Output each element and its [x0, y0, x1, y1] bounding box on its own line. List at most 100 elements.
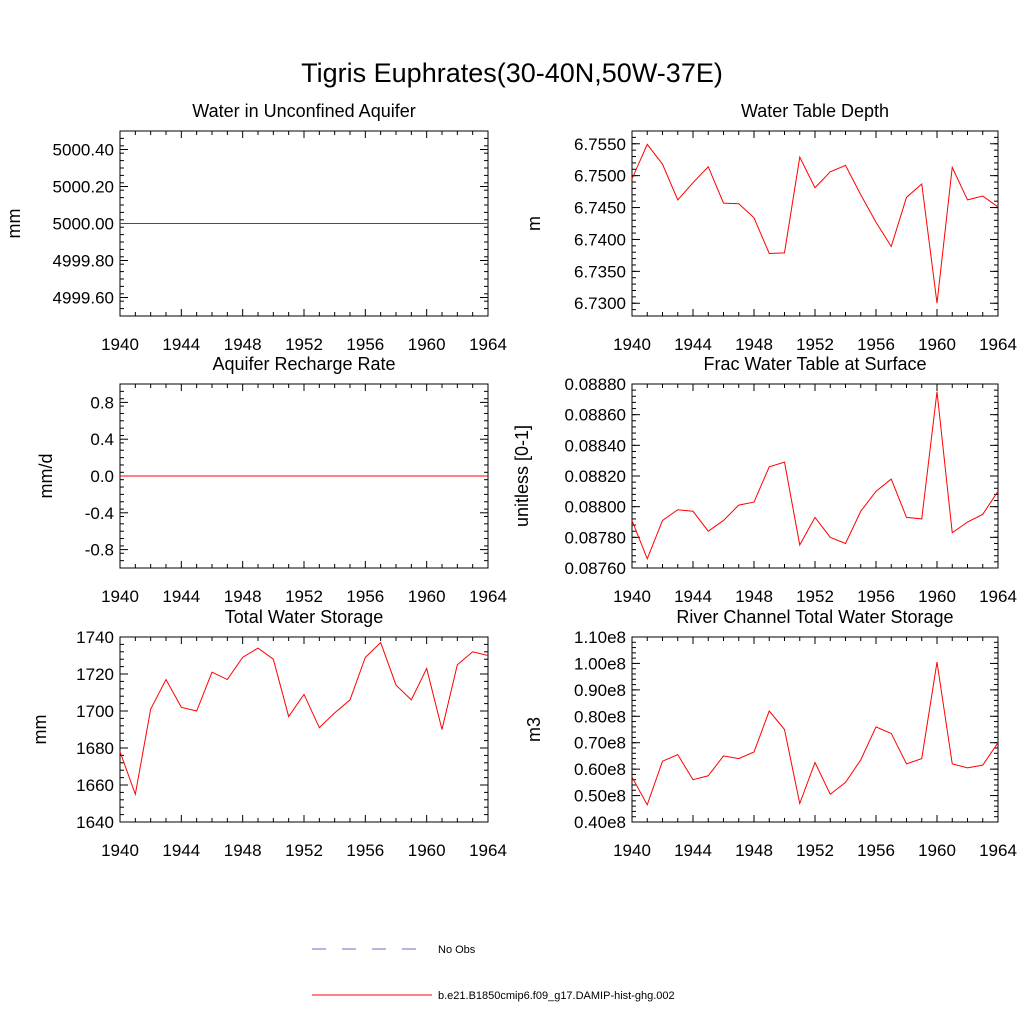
x-tick-label: 1940: [613, 335, 651, 354]
x-tick-label: 1944: [674, 841, 712, 860]
x-tick-label: 1964: [469, 841, 507, 860]
plot-frame: [631, 383, 999, 569]
x-tick-label: 1960: [408, 335, 446, 354]
panel-6: River Channel Total Water Storage 1940 194…: [524, 607, 1017, 860]
y-tick-label: 0.0: [90, 467, 114, 486]
plot-frame: [119, 636, 489, 823]
y-tick-label: 6.7400: [574, 230, 626, 249]
x-tick-label: 1960: [918, 335, 956, 354]
y-tick-label: 1640: [76, 813, 114, 832]
y-tick-label: 4999.80: [53, 252, 114, 271]
x-tick-label: 1956: [857, 587, 895, 606]
figure-title: Tigris Euphrates(30-40N,50W-37E): [301, 58, 723, 88]
y-tick-label: 0.80e8: [574, 707, 626, 726]
x-tick-label: 1964: [469, 587, 507, 606]
x-tick-label: 1952: [796, 587, 834, 606]
x-tick-label: 1952: [285, 841, 323, 860]
panel-title: Frac Water Table at Surface: [703, 354, 926, 374]
panel-4: Frac Water Table at Surface 1940 1944 1948 1…: [512, 354, 1017, 606]
y-tick-label: 0.90e8: [574, 681, 626, 700]
x-tick-label: 1940: [101, 841, 139, 860]
x-tick-label: 1956: [857, 841, 895, 860]
y-tick-label: 6.7550: [574, 135, 626, 154]
y-tick-label: 0.08800: [565, 498, 626, 517]
x-tick-label: 1952: [285, 335, 323, 354]
panel-title: Aquifer Recharge Rate: [212, 354, 395, 374]
y-tick-label: 0.08760: [565, 559, 626, 578]
y-tick-label: 0.08820: [565, 467, 626, 486]
x-tick-label: 1940: [101, 587, 139, 606]
y-tick-label: 1.00e8: [574, 654, 626, 673]
y-tick-label: 6.7300: [574, 294, 626, 313]
y-tick-label: 0.70e8: [574, 734, 626, 753]
panel-5: Total Water Storage 1940 1944 1948 1952 1956 1…: [30, 607, 507, 860]
panel-title: Total Water Storage: [225, 607, 383, 627]
y-tick-label: 1680: [76, 739, 114, 758]
y-tick-label: 1700: [76, 702, 114, 721]
y-tick-label: 0.08860: [565, 406, 626, 425]
y-axis-label: mm: [4, 209, 24, 239]
y-tick-label: 0.08780: [565, 528, 626, 547]
y-axis-label: m: [524, 216, 544, 231]
x-tick-label: 1944: [162, 841, 200, 860]
legend-label-no-obs: No Obs: [438, 944, 476, 956]
y-tick-label: 0.08880: [565, 375, 626, 394]
y-tick-label: 0.50e8: [574, 787, 626, 806]
y-tick-label: 6.7350: [574, 262, 626, 281]
x-tick-label: 1960: [408, 587, 446, 606]
panels: Water in Unconfined Aquifer 1940 1944 1948 1…: [4, 101, 1017, 860]
x-tick-label: 1956: [857, 335, 895, 354]
x-tick-label: 1960: [408, 841, 446, 860]
y-tick-label: 0.8: [90, 393, 114, 412]
x-tick-label: 1964: [979, 587, 1017, 606]
x-tick-label: 1948: [224, 587, 262, 606]
x-tick-label: 1964: [469, 335, 507, 354]
x-tick-label: 1956: [346, 587, 384, 606]
y-tick-label: 5000.00: [53, 215, 114, 234]
y-tick-label: 4999.60: [53, 289, 114, 308]
legend-label-model: b.e21.B1850cmip6.f09_g17.DAMIP-hist-ghg.…: [438, 990, 675, 1002]
y-axis-label: mm/d: [36, 454, 56, 499]
y-tick-label: 1720: [76, 665, 114, 684]
panel-1: Water in Unconfined Aquifer 1940 1944 1948 1…: [4, 101, 507, 354]
panel-title: Water Table Depth: [741, 101, 889, 121]
y-tick-label: 1.10e8: [574, 628, 626, 647]
y-tick-label: 1660: [76, 776, 114, 795]
y-axis-label: unitless [0-1]: [512, 425, 532, 527]
x-tick-label: 1952: [796, 335, 834, 354]
series-line: [631, 143, 999, 304]
y-tick-label: 0.40e8: [574, 813, 626, 832]
series-line: [631, 662, 999, 807]
panel-title: Water in Unconfined Aquifer: [192, 101, 415, 121]
x-tick-label: 1952: [285, 587, 323, 606]
x-tick-label: 1948: [735, 587, 773, 606]
x-tick-label: 1948: [224, 335, 262, 354]
y-tick-label: 0.60e8: [574, 760, 626, 779]
series-line: [631, 391, 999, 561]
x-tick-label: 1960: [918, 841, 956, 860]
y-tick-label: 0.08840: [565, 436, 626, 455]
x-tick-label: 1940: [613, 587, 651, 606]
y-tick-label: 1740: [76, 628, 114, 647]
x-tick-label: 1964: [979, 335, 1017, 354]
y-tick-label: -0.8: [85, 541, 114, 560]
panel-title: River Channel Total Water Storage: [676, 607, 953, 627]
x-tick-label: 1964: [979, 841, 1017, 860]
x-tick-label: 1956: [346, 335, 384, 354]
x-tick-label: 1948: [735, 841, 773, 860]
y-axis-label: m3: [524, 717, 544, 742]
x-tick-label: 1940: [101, 335, 139, 354]
x-tick-label: 1944: [674, 335, 712, 354]
x-tick-label: 1940: [613, 841, 651, 860]
x-tick-label: 1948: [224, 841, 262, 860]
series-line: [119, 641, 489, 797]
x-tick-label: 1944: [162, 335, 200, 354]
x-tick-label: 1960: [918, 587, 956, 606]
y-tick-label: 6.7450: [574, 199, 626, 218]
y-axis-label: mm: [30, 715, 50, 745]
y-tick-label: 5000.20: [53, 178, 114, 197]
panel-3: Aquifer Recharge Rate 1940 1944 1948 1952 195…: [36, 354, 507, 606]
plot-frame: [631, 636, 999, 823]
y-tick-label: 0.4: [90, 430, 114, 449]
